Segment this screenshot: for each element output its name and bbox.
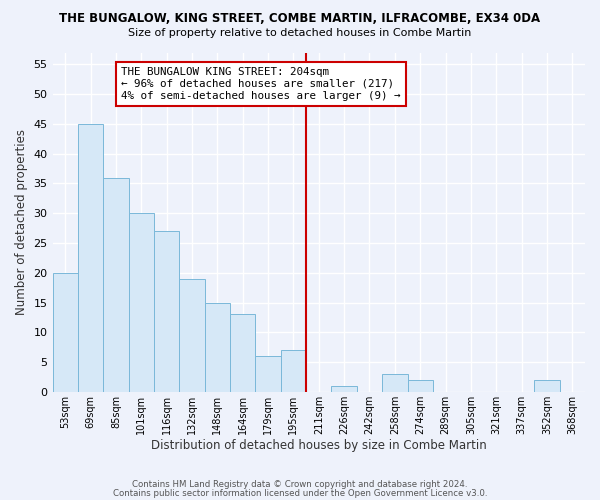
Text: Size of property relative to detached houses in Combe Martin: Size of property relative to detached ho… xyxy=(128,28,472,38)
Bar xyxy=(78,124,103,392)
Bar xyxy=(256,356,281,392)
Bar xyxy=(128,213,154,392)
Text: THE BUNGALOW KING STREET: 204sqm
← 96% of detached houses are smaller (217)
4% o: THE BUNGALOW KING STREET: 204sqm ← 96% o… xyxy=(121,68,401,100)
Bar xyxy=(331,386,357,392)
Bar xyxy=(407,380,433,392)
X-axis label: Distribution of detached houses by size in Combe Martin: Distribution of detached houses by size … xyxy=(151,440,487,452)
Text: Contains public sector information licensed under the Open Government Licence v3: Contains public sector information licen… xyxy=(113,488,487,498)
Bar xyxy=(230,314,256,392)
Text: THE BUNGALOW, KING STREET, COMBE MARTIN, ILFRACOMBE, EX34 0DA: THE BUNGALOW, KING STREET, COMBE MARTIN,… xyxy=(59,12,541,26)
Bar xyxy=(154,231,179,392)
Bar xyxy=(205,302,230,392)
Bar xyxy=(103,178,128,392)
Bar xyxy=(179,278,205,392)
Bar xyxy=(534,380,560,392)
Bar xyxy=(281,350,306,392)
Y-axis label: Number of detached properties: Number of detached properties xyxy=(15,129,28,315)
Text: Contains HM Land Registry data © Crown copyright and database right 2024.: Contains HM Land Registry data © Crown c… xyxy=(132,480,468,489)
Bar xyxy=(53,272,78,392)
Bar xyxy=(382,374,407,392)
